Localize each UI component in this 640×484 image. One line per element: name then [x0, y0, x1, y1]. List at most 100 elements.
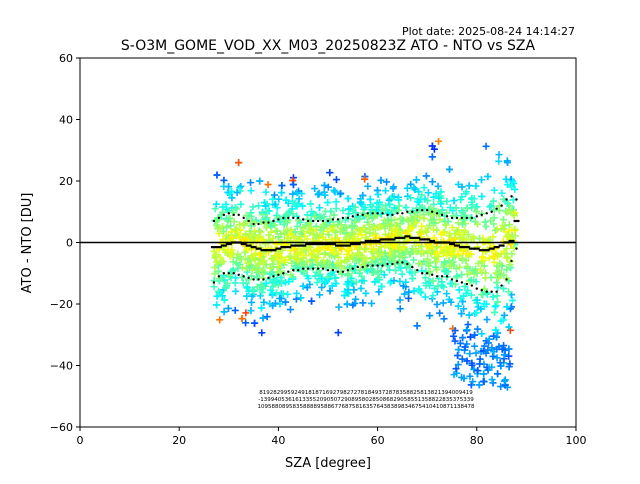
lower-marker [311, 267, 315, 270]
upper-marker [302, 218, 305, 221]
scatter-point [247, 179, 255, 187]
lower-marker [356, 265, 359, 269]
upper-marker [341, 216, 345, 220]
scatter-point [472, 208, 480, 216]
scatter-point [276, 218, 284, 226]
scatter-point [273, 227, 281, 235]
scatter-point [237, 182, 245, 190]
scatter-point [430, 219, 438, 227]
scatter-point [352, 209, 360, 217]
scatter-point [406, 209, 414, 217]
scatter-point [441, 266, 449, 274]
lower-marker [515, 247, 518, 250]
scatter-point [504, 199, 512, 207]
scatter-point [476, 266, 484, 274]
scatter-point [503, 245, 511, 253]
scatter-point [488, 363, 496, 371]
scatter-point [470, 342, 478, 350]
lower-marker [500, 284, 503, 287]
scatter-point [460, 305, 468, 313]
scatter-point [443, 197, 451, 205]
scatter-point [248, 286, 256, 294]
scatter-point [458, 271, 466, 279]
lower-marker [297, 268, 300, 272]
scatter-point [234, 250, 242, 258]
scatter-point [484, 173, 492, 181]
upper-marker [292, 216, 295, 220]
scatter-point [492, 302, 500, 310]
scatter-point [464, 231, 472, 239]
scatter-point [477, 176, 485, 184]
scatter-point [510, 212, 518, 220]
scatter-point [429, 292, 437, 300]
upper-marker [435, 212, 439, 215]
scatter-point [407, 180, 415, 188]
scatter-point [506, 258, 514, 266]
scatter-point [468, 359, 476, 367]
upper-marker [386, 213, 389, 217]
lower-marker [455, 279, 459, 283]
scatter-point [508, 296, 516, 304]
scatter-point [377, 176, 385, 184]
scatter-point [223, 224, 231, 232]
scatter-point [395, 196, 403, 204]
upper-marker [321, 219, 325, 223]
scatter-point [215, 287, 223, 295]
scatter-point [210, 247, 218, 255]
scatter-point [454, 352, 462, 360]
upper-marker [282, 216, 285, 220]
scatter-point [396, 277, 404, 285]
scatter-point [452, 280, 460, 288]
lower-marker [386, 262, 389, 266]
upper-marker [222, 213, 226, 217]
scatter-point [458, 355, 466, 363]
scatter-point [352, 295, 360, 303]
scatter-point [313, 278, 321, 286]
scatter-point [261, 240, 269, 248]
scatter-point [461, 282, 469, 290]
scatter-point [325, 231, 333, 239]
scatter-point [505, 288, 513, 296]
scatter-point [511, 225, 519, 233]
scatter-point [458, 183, 466, 191]
scatter-point [420, 214, 428, 222]
scatter-point [316, 291, 324, 299]
lower-marker [435, 275, 439, 278]
lower-marker [247, 276, 250, 280]
lower-marker [242, 275, 245, 278]
scatter-point [320, 257, 328, 265]
scatter-point [503, 266, 511, 274]
lower-marker [292, 268, 295, 272]
scatter-point [381, 224, 389, 232]
scatter-point [449, 207, 457, 215]
scatter-point [247, 253, 255, 261]
bin-count-row-2: -139940536161335520905072908958028508682… [258, 397, 474, 403]
chart-title: S-O3M_GOME_VOD_XX_M03_20250823Z ATO - NT… [121, 38, 536, 54]
scatter-point [247, 307, 255, 315]
scatter-point [450, 197, 458, 205]
scatter-point [339, 206, 347, 214]
scatter-point [315, 204, 323, 212]
scatter-point [332, 198, 340, 206]
scatter-point [503, 303, 511, 311]
scatter-point [437, 200, 445, 208]
scatter-point [496, 359, 504, 367]
scatter-point [336, 227, 344, 235]
scatter-point [465, 311, 473, 319]
scatter-point [440, 315, 448, 323]
scatter-point [227, 222, 235, 230]
scatter-point [355, 215, 363, 223]
scatter-point [374, 191, 382, 199]
scatter-point [447, 298, 455, 306]
y-tick-label: −40 [50, 360, 73, 373]
scatter-point [407, 194, 415, 202]
scatter-point [337, 258, 345, 266]
lower-marker [376, 264, 379, 267]
scatter-point [495, 343, 503, 351]
scatter-point [254, 202, 262, 210]
scatter-point [211, 270, 219, 278]
scatter-point [469, 378, 477, 386]
scatter-point [438, 278, 446, 286]
scatter-point [415, 198, 423, 206]
scatter-point [437, 230, 445, 238]
